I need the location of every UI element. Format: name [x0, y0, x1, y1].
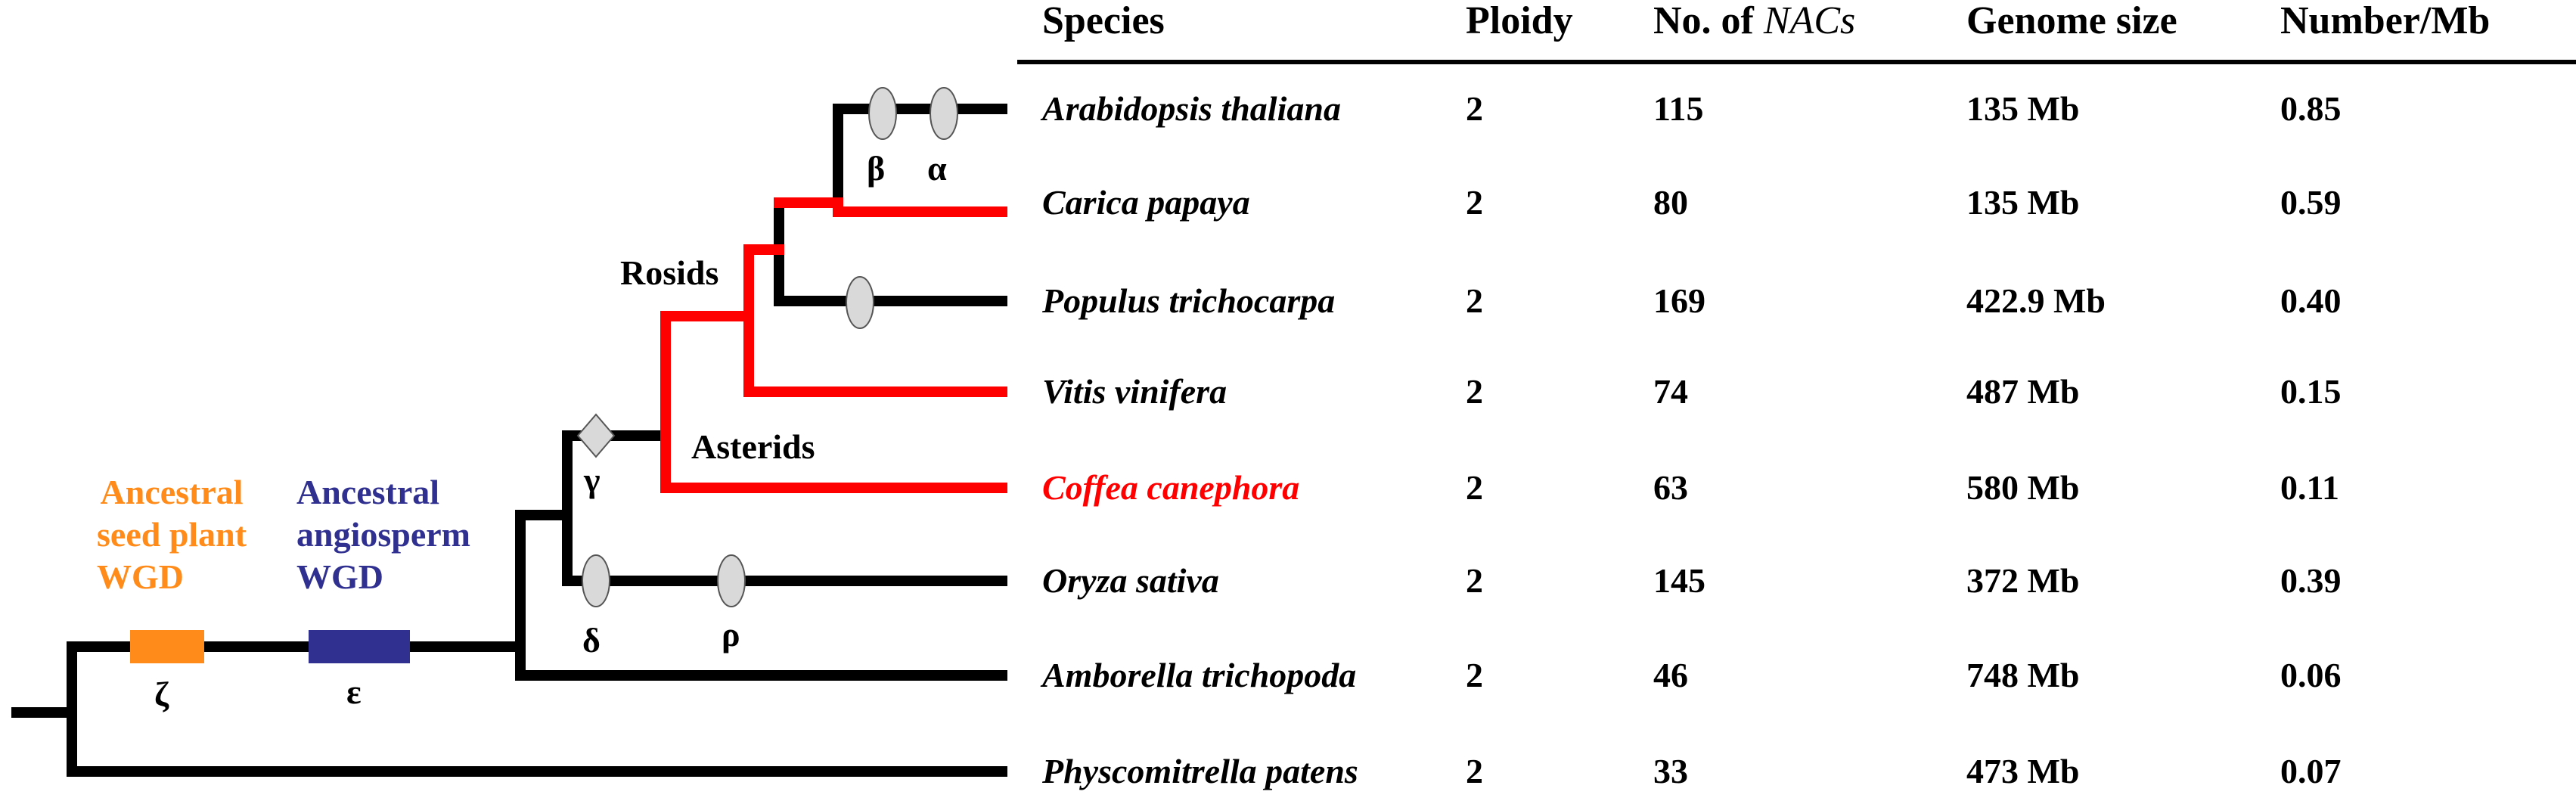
- species-name: Coffea canephora: [1042, 468, 1300, 507]
- gamma-symbol: γ: [584, 461, 601, 499]
- species-name: Arabidopsis thaliana: [1042, 89, 1341, 128]
- rosids-label: Rosids: [620, 253, 719, 292]
- nacs-count: 33: [1653, 752, 1688, 790]
- number-per-mb: 0.11: [2280, 468, 2339, 507]
- delta-symbol: δ: [582, 621, 601, 660]
- species-name: Oryza sativa: [1042, 561, 1219, 600]
- number-per-mb: 0.07: [2280, 752, 2342, 790]
- number-per-mb: 0.39: [2280, 561, 2342, 600]
- species-name: Amborella trichopoda: [1042, 656, 1357, 694]
- genome-size: 135 Mb: [1966, 89, 2080, 128]
- genome-size: 372 Mb: [1966, 561, 2080, 600]
- oval-duplication-icon: [717, 554, 746, 607]
- asterids-label: Asterids: [691, 427, 815, 466]
- table-row: Carica papaya 2 80 135 Mb 0.59: [0, 180, 2576, 225]
- ploidy-value: 2: [1466, 752, 1483, 790]
- zeta-symbol: ζ: [154, 675, 169, 713]
- diamond-triplication-icon: [576, 413, 616, 458]
- nacs-count: 115: [1653, 89, 1704, 128]
- table-row: Coffea canephora 2 63 580 Mb 0.11: [0, 465, 2576, 511]
- table-row: Populus trichocarpa 2 169 422.9 Mb 0.40: [0, 278, 2576, 324]
- seed-plant-wgd-bar: [130, 630, 204, 663]
- header-number-per-mb: Number/Mb: [2280, 0, 2491, 42]
- table-row: Oryza sativa 2 145 372 Mb 0.39: [0, 558, 2576, 604]
- species-name: Carica papaya: [1042, 183, 1250, 222]
- nacs-count: 46: [1653, 656, 1688, 694]
- phylogenetic-tree: [11, 87, 1007, 777]
- angiosperm-wgd-label: Ancestral angiosperm WGD: [296, 473, 470, 596]
- table-row: Vitis vinifera 2 74 487 Mb 0.15: [0, 369, 2576, 414]
- oval-duplication-icon: [582, 554, 610, 607]
- genome-size: 135 Mb: [1966, 183, 2080, 222]
- genome-size: 487 Mb: [1966, 372, 2080, 411]
- nacs-count: 74: [1653, 372, 1688, 411]
- nacs-count: 145: [1653, 561, 1705, 600]
- rho-symbol: ρ: [722, 615, 740, 653]
- oval-duplication-icon: [846, 276, 874, 329]
- number-per-mb: 0.40: [2280, 281, 2342, 320]
- ploidy-value: 2: [1466, 656, 1483, 694]
- nacs-count: 63: [1653, 468, 1688, 507]
- header-genome-size: Genome size: [1966, 0, 2177, 42]
- table-row: Arabidopsis thaliana 2 115 135 Mb 0.85: [0, 86, 2576, 132]
- table-row: Physcomitrella patens 2 33 473 Mb 0.07: [0, 749, 2576, 794]
- number-per-mb: 0.59: [2280, 183, 2342, 222]
- epsilon-symbol: ε: [346, 672, 362, 711]
- ploidy-value: 2: [1466, 89, 1483, 128]
- genome-size: 748 Mb: [1966, 656, 2080, 694]
- genome-size: 473 Mb: [1966, 752, 2080, 790]
- header-nacs: No. of NACs: [1653, 0, 1856, 42]
- genome-size: 580 Mb: [1966, 468, 2080, 507]
- ploidy-value: 2: [1466, 372, 1483, 411]
- header-ploidy: Ploidy: [1466, 0, 1573, 42]
- seed-plant-wgd-label: Ancestral seed plant WGD: [97, 473, 247, 596]
- header-species: Species: [1042, 0, 1165, 42]
- ploidy-value: 2: [1466, 468, 1483, 507]
- nacs-count: 80: [1653, 183, 1688, 222]
- nacs-count: 169: [1653, 281, 1705, 320]
- oval-duplication-icon: [930, 87, 958, 140]
- ploidy-value: 2: [1466, 281, 1483, 320]
- number-per-mb: 0.85: [2280, 89, 2342, 128]
- alpha-symbol: α: [927, 149, 947, 188]
- ploidy-value: 2: [1466, 561, 1483, 600]
- species-name: Physcomitrella patens: [1042, 752, 1358, 790]
- number-per-mb: 0.15: [2280, 372, 2342, 411]
- angiosperm-wgd-bar: [309, 630, 410, 663]
- beta-symbol: β: [867, 149, 886, 188]
- species-name: Vitis vinifera: [1042, 372, 1227, 411]
- number-per-mb: 0.06: [2280, 656, 2342, 694]
- ploidy-value: 2: [1466, 183, 1483, 222]
- table-row: Amborella trichopoda 2 46 748 Mb 0.06: [0, 653, 2576, 698]
- header-rule: [1017, 60, 2576, 64]
- oval-duplication-icon: [868, 87, 897, 140]
- genome-size: 422.9 Mb: [1966, 281, 2106, 320]
- species-name: Populus trichocarpa: [1042, 281, 1336, 320]
